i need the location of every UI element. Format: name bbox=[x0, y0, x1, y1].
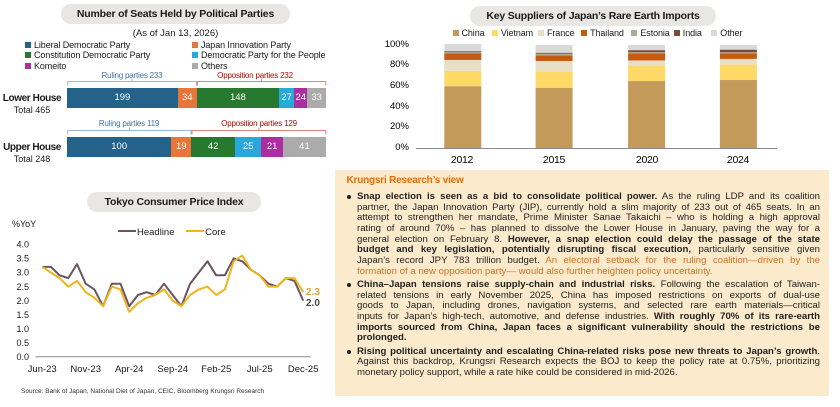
svg-text:Apr-24: Apr-24 bbox=[115, 364, 144, 375]
svg-text:2.0: 2.0 bbox=[16, 296, 29, 306]
svg-text:3.5: 3.5 bbox=[16, 254, 29, 264]
svg-text:Feb-25: Feb-25 bbox=[201, 364, 231, 375]
svg-text:0.5: 0.5 bbox=[16, 338, 29, 348]
svg-text:4.0: 4.0 bbox=[16, 240, 29, 250]
svg-text:Jul-25: Jul-25 bbox=[247, 364, 273, 375]
svg-text:1.5: 1.5 bbox=[16, 310, 29, 320]
svg-text:0.0: 0.0 bbox=[16, 352, 29, 362]
svg-text:Sep-24: Sep-24 bbox=[157, 364, 188, 375]
svg-text:3.0: 3.0 bbox=[16, 268, 29, 278]
svg-text:Dec-25: Dec-25 bbox=[288, 364, 319, 375]
svg-text:1.0: 1.0 bbox=[16, 324, 29, 334]
svg-text:2.5: 2.5 bbox=[16, 282, 29, 292]
svg-text:Jun-23: Jun-23 bbox=[28, 364, 57, 375]
svg-text:Nov-23: Nov-23 bbox=[70, 364, 101, 375]
